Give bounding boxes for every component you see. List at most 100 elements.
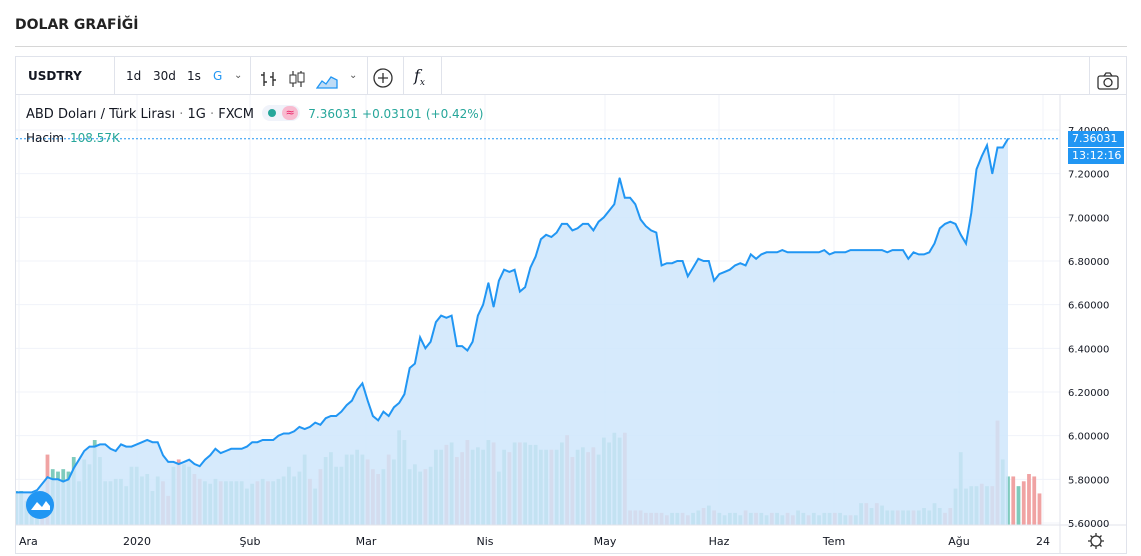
price-point: [204, 459, 206, 461]
chart-style-dropdown-icon[interactable]: ⌄: [349, 70, 358, 81]
price-point: [760, 253, 762, 256]
volume-bar: [1032, 476, 1037, 525]
page-title: DOLAR GRAFİĞİ: [15, 17, 139, 33]
volume-bar: [1016, 486, 1021, 525]
price-point: [660, 264, 663, 266]
price-point: [461, 345, 463, 347]
price-point: [776, 251, 778, 253]
price-point: [267, 439, 269, 441]
x-tick-label: Şub: [240, 535, 261, 548]
timeframe-dropdown-icon[interactable]: ⌄: [234, 70, 243, 81]
price-point: [283, 432, 285, 435]
price-point: [608, 210, 610, 212]
price-point: [508, 271, 510, 273]
price-point: [692, 266, 694, 269]
x-tick-label: 24: [1036, 535, 1050, 548]
price-point: [67, 478, 70, 480]
price-point: [414, 363, 416, 365]
price-point: [734, 264, 736, 266]
price-point: [109, 448, 112, 450]
price-point: [487, 282, 489, 284]
price-points: [16, 138, 1009, 494]
price-point: [409, 367, 411, 369]
instrument-name: ABD Doları / Türk Lirası: [26, 107, 176, 122]
settings-gear-icon[interactable]: [1088, 533, 1104, 549]
price-point: [214, 448, 217, 450]
price-point: [262, 439, 264, 441]
timeframe-1s-button[interactable]: 1s: [187, 69, 201, 83]
price-point: [655, 232, 657, 234]
price-point: [435, 321, 437, 323]
price-point: [225, 450, 227, 452]
price-point: [41, 483, 43, 485]
price-point: [944, 223, 946, 225]
price-point: [870, 249, 873, 251]
price-point: [849, 249, 852, 251]
price-point: [666, 262, 668, 264]
price-point: [519, 290, 521, 293]
price-point: [482, 304, 484, 306]
price-point: [235, 448, 238, 450]
price-point: [718, 273, 720, 275]
price-point: [618, 177, 621, 179]
price-point: [813, 251, 815, 253]
area-style-icon[interactable]: [315, 67, 338, 89]
price-point: [965, 242, 967, 245]
timeframe-g-button[interactable]: G: [213, 69, 223, 83]
price-point: [372, 415, 374, 417]
timeframe-1d-button[interactable]: 1d: [126, 69, 142, 83]
tradingview-logo[interactable]: [26, 491, 54, 519]
price-point: [16, 491, 17, 494]
price-point: [598, 221, 600, 223]
price-point: [954, 223, 957, 225]
price-point: [403, 393, 406, 395]
price-point: [314, 421, 316, 424]
volume-bar: [1037, 493, 1042, 525]
price-point: [46, 476, 49, 478]
market-status-pill[interactable]: ≈: [262, 105, 301, 121]
status-dot-icon: [268, 109, 277, 117]
bar-style-icon[interactable]: [260, 66, 278, 86]
price-point: [188, 459, 190, 461]
compare-add-icon[interactable]: [372, 66, 394, 88]
price-point: [246, 445, 248, 448]
price-point: [755, 258, 757, 260]
x-tick-label: Nis: [476, 535, 493, 548]
x-tick-label: Ağu: [948, 535, 969, 548]
price-point: [902, 249, 904, 251]
timeframe-30d-button[interactable]: 30d: [153, 69, 176, 83]
price-point: [923, 253, 925, 256]
volume-bar: [1027, 474, 1031, 525]
price-point: [844, 251, 846, 253]
price-point: [535, 256, 537, 258]
price-point: [876, 249, 878, 251]
price-point: [702, 260, 705, 262]
price-point: [550, 236, 552, 238]
indicators-fx-icon[interactable]: fx: [414, 66, 425, 89]
price-point: [545, 234, 547, 236]
price-line: [16, 138, 1009, 494]
price-chart[interactable]: 5.60000 5.80000 6.00000 6.20000 6.40000 6.600…: [16, 95, 1126, 553]
time-badge: 13:12:16: [1068, 147, 1124, 164]
toolbar-divider: [367, 57, 368, 95]
price-point: [125, 445, 127, 448]
x-tick-label: May: [594, 535, 617, 548]
toolbar-divider: [114, 57, 115, 95]
price-point: [288, 432, 290, 435]
price-point: [493, 306, 495, 308]
price-point: [419, 336, 421, 339]
price-point: [671, 262, 673, 264]
price-point: [151, 441, 154, 443]
price-point: [681, 260, 684, 262]
price-point: [834, 251, 836, 253]
price-point: [361, 382, 364, 384]
symbol-search-button[interactable]: USDTRY: [28, 69, 82, 83]
price-point: [860, 249, 862, 251]
candle-style-icon[interactable]: [288, 66, 306, 87]
price-point: [645, 225, 647, 227]
camera-snapshot-icon[interactable]: [1097, 67, 1119, 90]
price-point: [62, 480, 64, 483]
price-point: [57, 478, 59, 480]
price-point: [36, 489, 38, 491]
toolbar-divider: [441, 57, 442, 95]
